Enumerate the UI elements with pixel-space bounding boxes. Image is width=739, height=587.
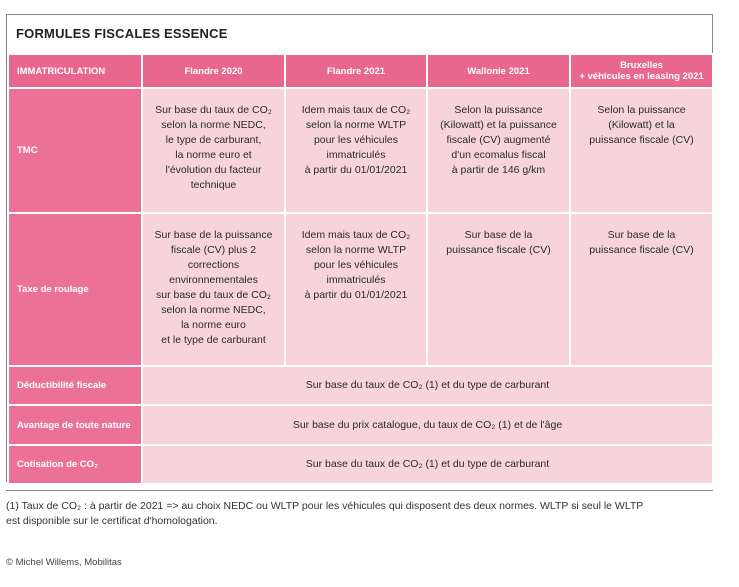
- cell-line: l'évolution du facteur: [165, 164, 262, 176]
- table-row-deductibilite: Déductibilité fiscale Sur base du taux d…: [7, 365, 714, 406]
- row-label-avantage: Avantage de toute nature: [7, 404, 143, 446]
- cell-deductibilite: Sur base du taux de CO₂ (1) et du type d…: [141, 365, 714, 406]
- table-row-tmc: TMC Sur base du taux de CO₂ selon la norm…: [7, 87, 714, 214]
- cell-line: la norme euro: [181, 319, 246, 331]
- cell-line: Selon la puissance: [454, 104, 543, 116]
- cell-line: technique: [190, 179, 237, 191]
- cell-line: selon la norme WLTP: [305, 244, 407, 256]
- cell-line: sur base du taux de CO₂: [156, 289, 271, 301]
- cell-roulage-wallonie-2021: Sur base de la puissance fiscale (CV): [426, 212, 571, 367]
- row-label-tmc: TMC: [7, 87, 143, 214]
- table-row-roulage: Taxe de roulage Sur base de la puissance…: [7, 212, 714, 367]
- tax-table: IMMATRICULATION Flandre 2020 Flandre 202…: [7, 53, 714, 485]
- cell-line: puissance fiscale (CV): [446, 244, 551, 256]
- cell-roulage-bruxelles-2021: Sur base de la puissance fiscale (CV): [569, 212, 714, 367]
- footnote-line-2: est disponible sur le certificat d'homol…: [6, 515, 218, 527]
- cell-line: à partir du 01/01/2021: [304, 164, 408, 176]
- divider: [6, 490, 713, 491]
- cell-line: fiscale (CV) augmenté: [446, 134, 551, 146]
- header-flandre-2021: Flandre 2021: [284, 53, 428, 89]
- cell-line: puissance fiscale (CV): [589, 134, 694, 146]
- cell-line: et le type de carburant: [161, 334, 266, 346]
- row-label-roulage: Taxe de roulage: [7, 212, 143, 367]
- cell-line: puissance fiscale (CV): [589, 244, 694, 256]
- cell-line: (Kilowatt) et la puissance: [440, 119, 557, 131]
- cell-line: selon la norme WLTP: [305, 119, 407, 131]
- header-bruxelles-line1: Bruxelles: [620, 60, 663, 71]
- cell-line: (Kilowatt) et la: [608, 119, 675, 131]
- cell-line: Idem mais taux de CO₂: [301, 104, 411, 116]
- cell-tmc-flandre-2020: Sur base du taux de CO₂ selon la norme NE…: [141, 87, 286, 214]
- table-row-avantage: Avantage de toute nature Sur base du pri…: [7, 404, 714, 446]
- cell-roulage-flandre-2020: Sur base de la puissance fiscale (CV) plu…: [141, 212, 286, 367]
- cell-tmc-wallonie-2021: Selon la puissance (Kilowatt) et la puiss…: [426, 87, 571, 214]
- table-row-cotisation: Cotisation de CO₂ Sur base du taux de CO…: [7, 444, 714, 485]
- cell-roulage-flandre-2021: Idem mais taux de CO₂ selon la norme WLTP…: [284, 212, 428, 367]
- cell-cotisation: Sur base du taux de CO₂ (1) et du type d…: [141, 444, 714, 485]
- header-bruxelles-line2: + véhicules en leasing 2021: [579, 71, 704, 82]
- row-label-cotisation: Cotisation de CO₂: [7, 444, 143, 485]
- header-row: IMMATRICULATION Flandre 2020 Flandre 202…: [7, 53, 714, 89]
- cell-line: le type de carburant,: [165, 134, 262, 146]
- cell-avantage: Sur base du prix catalogue, du taux de C…: [141, 404, 714, 446]
- cell-line: la norme euro et: [175, 149, 252, 161]
- copyright: © Michel Willems, Mobilitas: [6, 557, 122, 568]
- cell-line: environnementales: [169, 274, 258, 286]
- row-label-deductibilite: Déductibilité fiscale: [7, 365, 143, 406]
- cell-line: Idem mais taux de CO₂: [301, 229, 411, 241]
- cell-line: pour les véhicules: [313, 259, 399, 271]
- cell-line: Sur base de la: [464, 229, 533, 241]
- header-wallonie-2021: Wallonie 2021: [426, 53, 571, 89]
- cell-line: d'un ecomalus fiscal: [451, 149, 546, 161]
- cell-line: Selon la puissance: [597, 104, 686, 116]
- header-flandre-2020: Flandre 2020: [141, 53, 286, 89]
- cell-tmc-bruxelles-2021: Selon la puissance (Kilowatt) et la puissa…: [569, 87, 714, 214]
- cell-line: Sur base de la puissance: [154, 229, 273, 241]
- header-immatriculation: IMMATRICULATION: [7, 53, 143, 89]
- cell-line: Sur base de la: [607, 229, 676, 241]
- cell-line: pour les véhicules: [313, 134, 399, 146]
- cell-line: Sur base du taux de CO₂: [155, 104, 272, 116]
- cell-line: immatriculés: [326, 149, 386, 161]
- cell-line: fiscale (CV) plus 2: [170, 244, 257, 256]
- table-title: FORMULES FISCALES ESSENCE: [16, 26, 228, 41]
- cell-line: à partir du 01/01/2021: [304, 289, 408, 301]
- cell-tmc-flandre-2021: Idem mais taux de CO₂ selon la norme WLTP…: [284, 87, 428, 214]
- cell-line: selon la norme NEDC,: [161, 119, 266, 131]
- footnote-line-1: (1) Taux de CO₂ : à partir de 2021 => au…: [6, 500, 644, 512]
- cell-line: corrections: [187, 259, 240, 271]
- header-bruxelles-2021: Bruxelles + véhicules en leasing 2021: [569, 53, 714, 89]
- cell-line: selon la norme NEDC,: [161, 304, 266, 316]
- cell-line: immatriculés: [326, 274, 386, 286]
- cell-line: à partir de 146 g/km: [451, 164, 546, 176]
- table-frame: FORMULES FISCALES ESSENCE IMMATRICULATIO…: [6, 14, 714, 485]
